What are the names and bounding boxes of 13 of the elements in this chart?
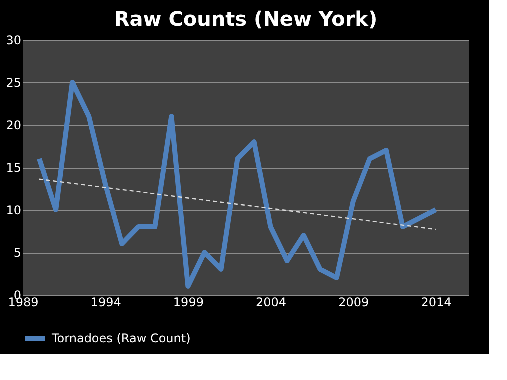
x-tick-label: 1999 (173, 296, 204, 310)
x-tick-label: 2004 (256, 296, 287, 310)
y-tick-label: 20 (6, 118, 22, 132)
x-tick-label: 1994 (90, 296, 122, 310)
x-tick-label: 2014 (421, 296, 452, 310)
chart-title: Raw Counts (New York) (114, 7, 378, 31)
legend-label: Tornadoes (Raw Count) (51, 332, 191, 346)
y-tick-label: 25 (6, 76, 22, 90)
y-tick-label: 10 (6, 204, 22, 218)
y-tick-label: 5 (14, 246, 22, 260)
y-tick-label: 30 (6, 34, 22, 48)
y-tick-label: 15 (6, 161, 22, 175)
x-tick-label: 2009 (338, 296, 370, 310)
